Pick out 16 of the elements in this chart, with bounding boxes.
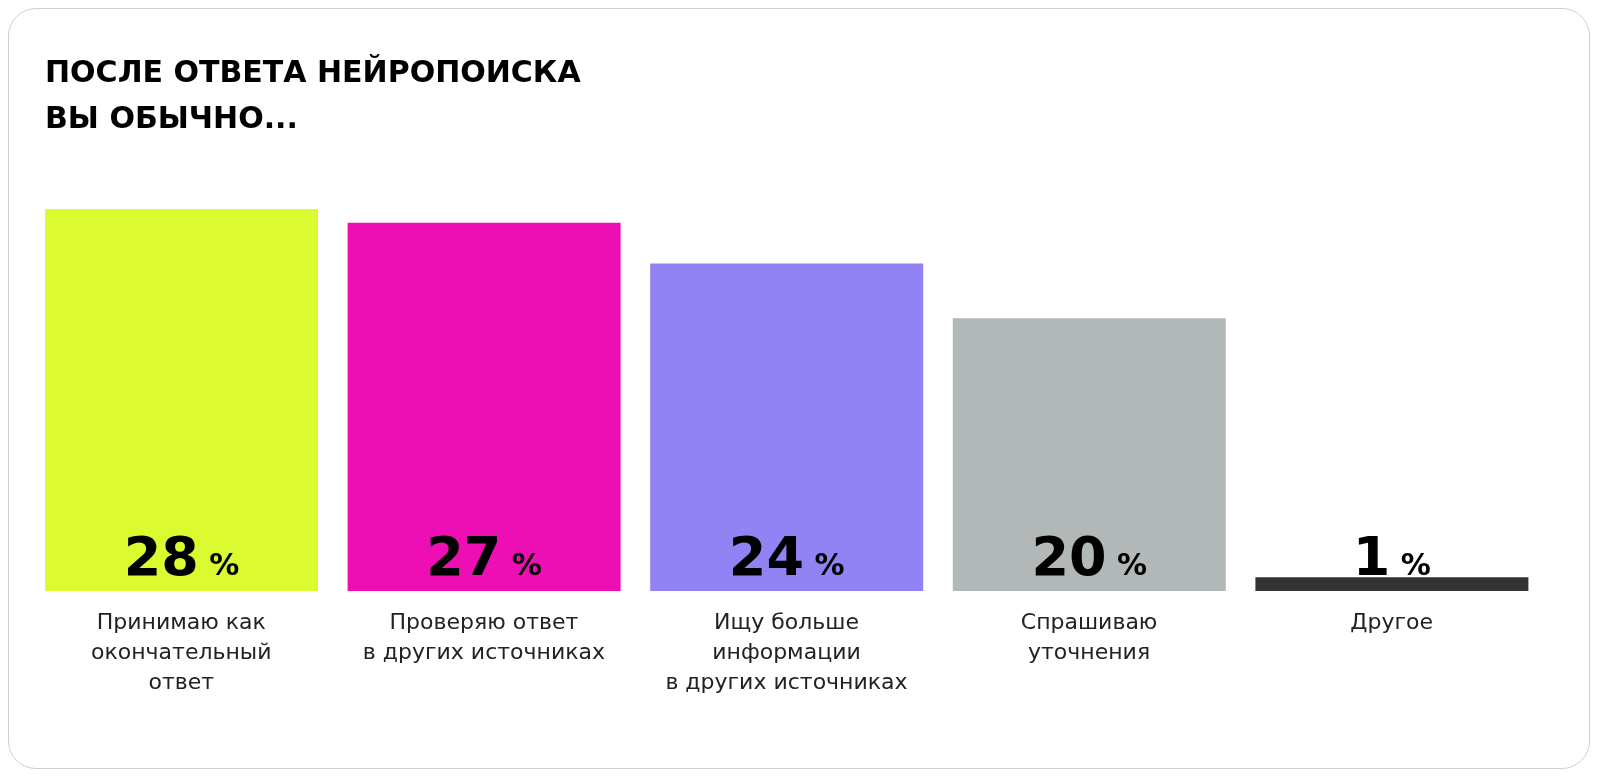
bar xyxy=(45,209,318,591)
x-tick-label: Другое xyxy=(1350,609,1434,634)
data-label: 1 % xyxy=(1352,525,1431,588)
data-label: 27 % xyxy=(426,525,542,588)
x-tick-label: Проверяю ответ в других источниках xyxy=(362,609,605,664)
data-label: 28 % xyxy=(123,525,240,588)
x-tick-label: Спрашиваю уточнения xyxy=(1020,609,1158,664)
bar xyxy=(650,263,924,591)
data-label: 24 % xyxy=(728,525,845,588)
x-tick-label: Принимаю как окончательный ответ xyxy=(91,609,272,694)
data-label: 20 % xyxy=(1031,525,1148,588)
bar xyxy=(952,318,1226,591)
x-tick-label: Ищу больше информации в других источниках xyxy=(665,609,908,694)
chart-title: ПОСЛЕ ОТВЕТА НЕЙРОПОИСКА ВЫ ОБЫЧНО... xyxy=(45,53,581,137)
bar xyxy=(347,222,621,591)
bar xyxy=(1255,577,1529,591)
